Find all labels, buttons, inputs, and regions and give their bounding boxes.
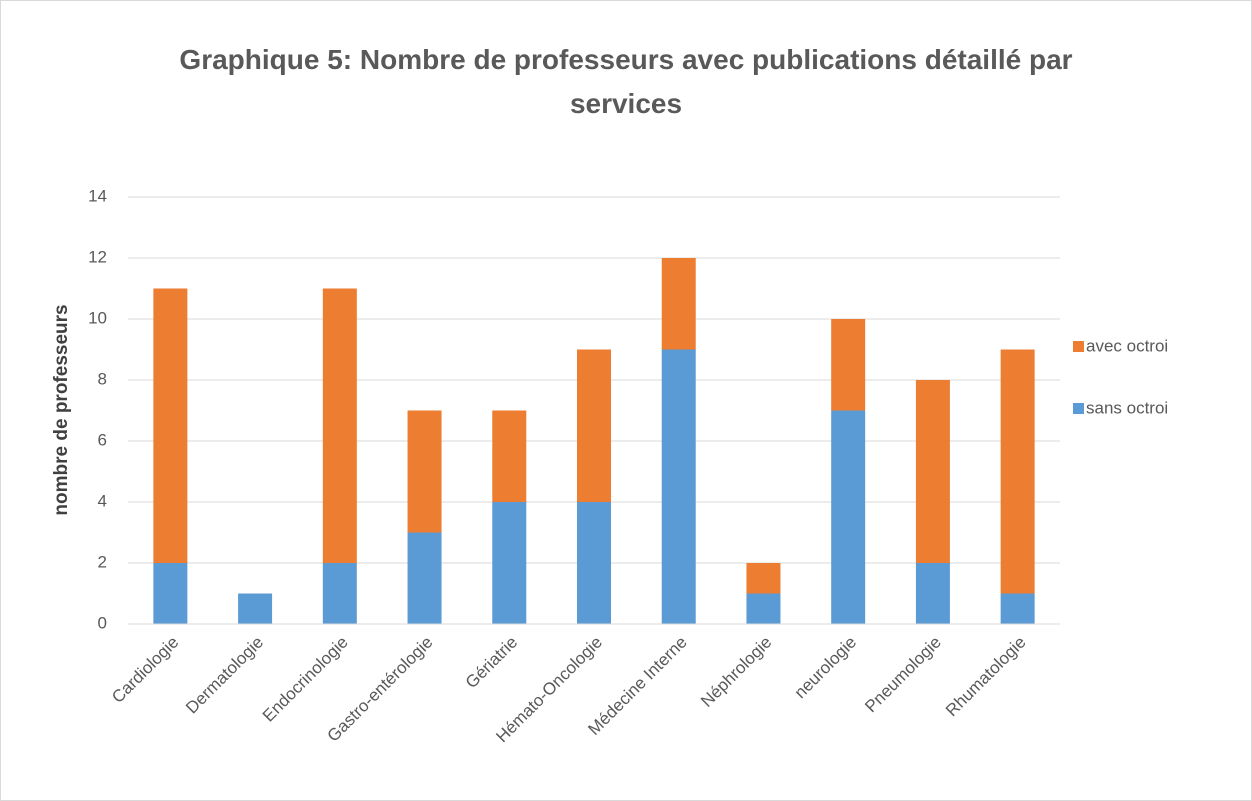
x-tick-label: Dermatologie <box>182 633 267 718</box>
x-tick-label: Endocrinologie <box>259 633 352 726</box>
bar-segment <box>492 410 527 502</box>
bar-segment <box>153 563 188 624</box>
x-tick-label: Néphrologie <box>697 633 775 711</box>
legend-label: sans octroi <box>1086 398 1168 417</box>
bar-segment <box>577 502 611 624</box>
chart-title: Graphique 5: Nombre de professeurs avec … <box>179 44 1073 119</box>
y-tick-label: 0 <box>98 613 107 632</box>
bar-segment <box>153 288 188 563</box>
x-tick-label: Pneumologie <box>861 633 945 717</box>
bar-segment <box>407 410 442 533</box>
y-tick-label: 6 <box>98 430 107 449</box>
y-tick-label: 12 <box>88 247 107 266</box>
bar-segment <box>322 563 357 624</box>
bar-segment <box>915 563 950 624</box>
legend-swatch <box>1073 403 1084 414</box>
bar-segment <box>915 380 950 563</box>
bar-segment <box>661 349 696 624</box>
x-tick-label: Gériatrie <box>462 633 522 693</box>
y-tick-label: 8 <box>98 369 107 388</box>
y-tick-label: 10 <box>88 308 107 327</box>
x-tick-label: neurologie <box>791 633 861 703</box>
y-tick-label: 2 <box>98 552 107 571</box>
x-tick-label: Cardiologie <box>108 633 182 707</box>
bar-segment <box>577 349 611 502</box>
bar-segment <box>1000 593 1035 624</box>
bar-segment <box>831 410 866 624</box>
bar-segment <box>746 563 781 594</box>
bar-segment <box>492 502 527 624</box>
legend-label: avec octroi <box>1086 336 1168 355</box>
bar-segment <box>661 258 696 350</box>
bar-segment <box>1000 349 1035 594</box>
y-tick-label: 14 <box>88 186 107 205</box>
legend-swatch <box>1073 341 1084 352</box>
bar-segment <box>238 593 273 624</box>
bar-segment <box>322 288 357 563</box>
x-tick-label: Rhumatologie <box>942 633 1030 721</box>
y-axis-label: nombre de professeurs <box>51 304 72 515</box>
bar-segment <box>746 593 781 624</box>
bar-segment <box>407 532 442 624</box>
y-tick-label: 4 <box>98 491 107 510</box>
bar-segment <box>831 319 866 411</box>
